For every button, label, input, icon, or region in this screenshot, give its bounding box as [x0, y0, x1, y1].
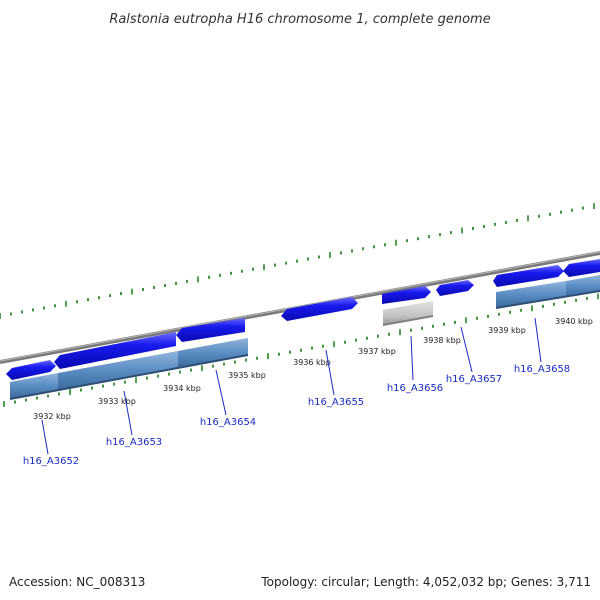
gene-arrow[interactable]: [6, 360, 56, 380]
kbp-label: 3939 kbp: [488, 326, 526, 335]
gene-arrow[interactable]: [436, 280, 474, 296]
gene-label[interactable]: h16_A3654: [200, 417, 256, 428]
cds-track: [9, 275, 600, 400]
gene-label[interactable]: h16_A3656: [387, 383, 443, 394]
gene-leader-lines: [41, 317, 542, 455]
pseudo-segment: [383, 301, 433, 325]
kbp-label: 3940 kbp: [555, 317, 593, 326]
sequence-ticks-upper: [0, 203, 595, 319]
gene-label[interactable]: h16_A3652: [23, 456, 79, 467]
gene-arrow[interactable]: [54, 332, 176, 369]
gene-label[interactable]: h16_A3653: [106, 437, 162, 448]
gene-arrow[interactable]: [281, 297, 358, 321]
gene-arrow[interactable]: [382, 286, 431, 304]
gene-arrows: [6, 259, 600, 380]
cds-segment: [58, 351, 178, 390]
genome-summary-text: Topology: circular; Length: 4,052,032 bp…: [260, 575, 591, 589]
gene-label[interactable]: h16_A3655: [308, 397, 364, 408]
map-title: Ralstonia eutropha H16 chromosome 1, com…: [109, 12, 490, 27]
genome-backbone-highlight: [0, 251, 600, 362]
pseudo-shadow: [382, 315, 434, 326]
kbp-label: 3938 kbp: [423, 336, 461, 345]
ruler-labels: 3932 kbp 3933 kbp 3934 kbp 3935 kbp 3936…: [33, 317, 593, 421]
gene-label[interactable]: h16_A3658: [514, 364, 570, 375]
kbp-label: 3934 kbp: [163, 384, 201, 393]
cds-segment: [178, 338, 248, 368]
accession-text: Accession: NC_008313: [9, 575, 145, 589]
leader-line: [41, 419, 49, 455]
cds-segment: [496, 281, 566, 308]
gene-arrow[interactable]: [493, 265, 564, 287]
cds-segment: [10, 373, 58, 399]
kbp-label: 3935 kbp: [228, 371, 266, 380]
cds-shadow: [495, 290, 600, 309]
gene-arrow[interactable]: [176, 318, 245, 342]
gene-label[interactable]: h16_A3657: [446, 374, 502, 385]
kbp-label: 3933 kbp: [98, 397, 136, 406]
leader-line: [325, 349, 335, 396]
leader-line: [460, 326, 473, 373]
leader-line: [534, 317, 542, 363]
leader-line: [123, 390, 133, 436]
gene-arrow[interactable]: [563, 259, 600, 277]
leader-line: [215, 369, 227, 416]
kbp-label: 3937 kbp: [358, 347, 396, 356]
kbp-label: 3932 kbp: [33, 412, 71, 421]
kbp-label: 3936 kbp: [293, 358, 331, 367]
sequence-ticks-lower: [3, 293, 599, 407]
gene-labels: h16_A3652 h16_A3653 h16_A3654 h16_A3655 …: [23, 364, 570, 467]
cds-shadow: [9, 354, 249, 400]
leader-line: [410, 335, 414, 381]
